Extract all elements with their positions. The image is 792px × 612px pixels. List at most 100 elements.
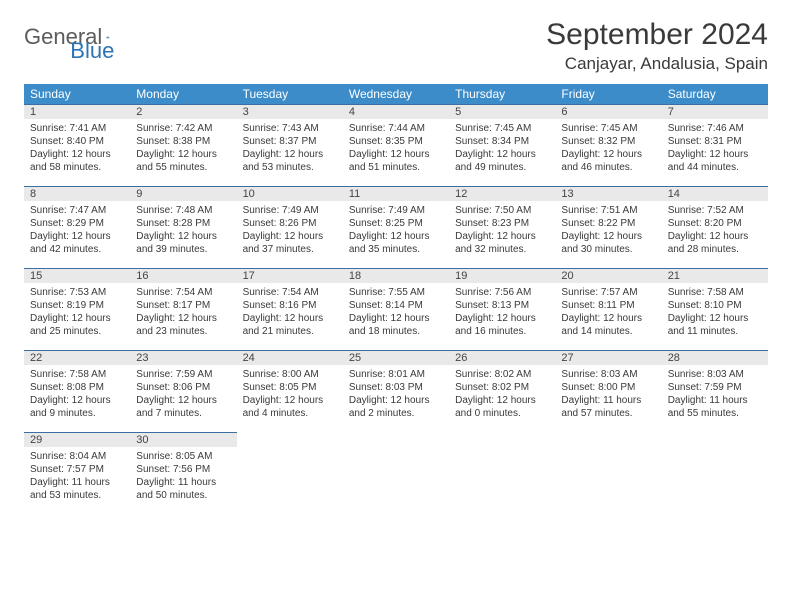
location-text: Canjayar, Andalusia, Spain <box>546 54 768 74</box>
day-number: 3 <box>237 105 343 119</box>
day-details: Sunrise: 7:49 AMSunset: 8:25 PMDaylight:… <box>343 201 449 260</box>
day-details: Sunrise: 8:00 AMSunset: 8:05 PMDaylight:… <box>237 365 343 424</box>
day-number: 7 <box>662 105 768 119</box>
day-number: 2 <box>130 105 236 119</box>
day-number: 24 <box>237 351 343 365</box>
weekday-header: Sunday <box>24 84 130 105</box>
day-details: Sunrise: 7:58 AMSunset: 8:08 PMDaylight:… <box>24 365 130 424</box>
calendar-table: SundayMondayTuesdayWednesdayThursdayFrid… <box>24 84 768 515</box>
calendar-cell <box>237 433 343 515</box>
day-details: Sunrise: 7:46 AMSunset: 8:31 PMDaylight:… <box>662 119 768 178</box>
calendar-cell: 6Sunrise: 7:45 AMSunset: 8:32 PMDaylight… <box>555 105 661 187</box>
calendar-cell: 19Sunrise: 7:56 AMSunset: 8:13 PMDayligh… <box>449 269 555 351</box>
calendar-cell: 11Sunrise: 7:49 AMSunset: 8:25 PMDayligh… <box>343 187 449 269</box>
calendar-cell: 24Sunrise: 8:00 AMSunset: 8:05 PMDayligh… <box>237 351 343 433</box>
calendar-cell <box>555 433 661 515</box>
day-details: Sunrise: 7:58 AMSunset: 8:10 PMDaylight:… <box>662 283 768 342</box>
calendar-cell: 27Sunrise: 8:03 AMSunset: 8:00 PMDayligh… <box>555 351 661 433</box>
day-details: Sunrise: 8:05 AMSunset: 7:56 PMDaylight:… <box>130 447 236 506</box>
day-number: 16 <box>130 269 236 283</box>
day-details: Sunrise: 7:43 AMSunset: 8:37 PMDaylight:… <box>237 119 343 178</box>
day-details: Sunrise: 7:57 AMSunset: 8:11 PMDaylight:… <box>555 283 661 342</box>
calendar-body: 1Sunrise: 7:41 AMSunset: 8:40 PMDaylight… <box>24 105 768 515</box>
calendar-cell: 1Sunrise: 7:41 AMSunset: 8:40 PMDaylight… <box>24 105 130 187</box>
day-number: 4 <box>343 105 449 119</box>
day-number: 29 <box>24 433 130 447</box>
day-details: Sunrise: 7:47 AMSunset: 8:29 PMDaylight:… <box>24 201 130 260</box>
calendar-cell: 18Sunrise: 7:55 AMSunset: 8:14 PMDayligh… <box>343 269 449 351</box>
day-number: 20 <box>555 269 661 283</box>
day-details: Sunrise: 8:03 AMSunset: 8:00 PMDaylight:… <box>555 365 661 424</box>
day-details: Sunrise: 7:52 AMSunset: 8:20 PMDaylight:… <box>662 201 768 260</box>
day-details: Sunrise: 7:45 AMSunset: 8:32 PMDaylight:… <box>555 119 661 178</box>
day-number: 14 <box>662 187 768 201</box>
day-number: 23 <box>130 351 236 365</box>
day-details: Sunrise: 7:51 AMSunset: 8:22 PMDaylight:… <box>555 201 661 260</box>
calendar-head: SundayMondayTuesdayWednesdayThursdayFrid… <box>24 84 768 105</box>
day-details: Sunrise: 7:45 AMSunset: 8:34 PMDaylight:… <box>449 119 555 178</box>
calendar-row: 1Sunrise: 7:41 AMSunset: 8:40 PMDaylight… <box>24 105 768 187</box>
calendar-cell: 28Sunrise: 8:03 AMSunset: 7:59 PMDayligh… <box>662 351 768 433</box>
weekday-header: Friday <box>555 84 661 105</box>
weekday-header: Tuesday <box>237 84 343 105</box>
day-number: 5 <box>449 105 555 119</box>
day-number: 10 <box>237 187 343 201</box>
header: General Blue September 2024 Canjayar, An… <box>24 18 768 74</box>
calendar-cell: 13Sunrise: 7:51 AMSunset: 8:22 PMDayligh… <box>555 187 661 269</box>
calendar-cell: 8Sunrise: 7:47 AMSunset: 8:29 PMDaylight… <box>24 187 130 269</box>
day-details: Sunrise: 7:54 AMSunset: 8:17 PMDaylight:… <box>130 283 236 342</box>
day-details: Sunrise: 7:53 AMSunset: 8:19 PMDaylight:… <box>24 283 130 342</box>
calendar-cell: 25Sunrise: 8:01 AMSunset: 8:03 PMDayligh… <box>343 351 449 433</box>
day-details: Sunrise: 7:59 AMSunset: 8:06 PMDaylight:… <box>130 365 236 424</box>
day-number: 30 <box>130 433 236 447</box>
calendar-cell: 2Sunrise: 7:42 AMSunset: 8:38 PMDaylight… <box>130 105 236 187</box>
day-number: 6 <box>555 105 661 119</box>
calendar-cell: 20Sunrise: 7:57 AMSunset: 8:11 PMDayligh… <box>555 269 661 351</box>
day-details: Sunrise: 8:01 AMSunset: 8:03 PMDaylight:… <box>343 365 449 424</box>
day-details: Sunrise: 7:44 AMSunset: 8:35 PMDaylight:… <box>343 119 449 178</box>
calendar-cell: 30Sunrise: 8:05 AMSunset: 7:56 PMDayligh… <box>130 433 236 515</box>
day-details: Sunrise: 7:55 AMSunset: 8:14 PMDaylight:… <box>343 283 449 342</box>
calendar-cell: 12Sunrise: 7:50 AMSunset: 8:23 PMDayligh… <box>449 187 555 269</box>
calendar-cell: 7Sunrise: 7:46 AMSunset: 8:31 PMDaylight… <box>662 105 768 187</box>
calendar-row: 8Sunrise: 7:47 AMSunset: 8:29 PMDaylight… <box>24 187 768 269</box>
day-number: 11 <box>343 187 449 201</box>
calendar-cell: 16Sunrise: 7:54 AMSunset: 8:17 PMDayligh… <box>130 269 236 351</box>
day-number: 28 <box>662 351 768 365</box>
logo: General Blue <box>24 24 178 50</box>
day-number: 13 <box>555 187 661 201</box>
calendar-cell: 4Sunrise: 7:44 AMSunset: 8:35 PMDaylight… <box>343 105 449 187</box>
weekday-header: Thursday <box>449 84 555 105</box>
day-details: Sunrise: 7:48 AMSunset: 8:28 PMDaylight:… <box>130 201 236 260</box>
day-details: Sunrise: 7:42 AMSunset: 8:38 PMDaylight:… <box>130 119 236 178</box>
day-number: 26 <box>449 351 555 365</box>
calendar-row: 29Sunrise: 8:04 AMSunset: 7:57 PMDayligh… <box>24 433 768 515</box>
day-details: Sunrise: 7:50 AMSunset: 8:23 PMDaylight:… <box>449 201 555 260</box>
calendar-cell: 23Sunrise: 7:59 AMSunset: 8:06 PMDayligh… <box>130 351 236 433</box>
title-block: September 2024 Canjayar, Andalusia, Spai… <box>546 18 768 74</box>
day-number: 18 <box>343 269 449 283</box>
day-number: 8 <box>24 187 130 201</box>
calendar-cell: 3Sunrise: 7:43 AMSunset: 8:37 PMDaylight… <box>237 105 343 187</box>
day-number: 27 <box>555 351 661 365</box>
calendar-cell <box>343 433 449 515</box>
day-details: Sunrise: 7:56 AMSunset: 8:13 PMDaylight:… <box>449 283 555 342</box>
weekday-header: Monday <box>130 84 236 105</box>
day-number: 22 <box>24 351 130 365</box>
day-details: Sunrise: 7:49 AMSunset: 8:26 PMDaylight:… <box>237 201 343 260</box>
day-number: 19 <box>449 269 555 283</box>
weekday-header: Saturday <box>662 84 768 105</box>
calendar-row: 22Sunrise: 7:58 AMSunset: 8:08 PMDayligh… <box>24 351 768 433</box>
calendar-cell: 29Sunrise: 8:04 AMSunset: 7:57 PMDayligh… <box>24 433 130 515</box>
day-number: 17 <box>237 269 343 283</box>
page-title: September 2024 <box>546 18 768 52</box>
day-number: 15 <box>24 269 130 283</box>
day-number: 25 <box>343 351 449 365</box>
calendar-cell: 17Sunrise: 7:54 AMSunset: 8:16 PMDayligh… <box>237 269 343 351</box>
day-number: 12 <box>449 187 555 201</box>
calendar-cell: 5Sunrise: 7:45 AMSunset: 8:34 PMDaylight… <box>449 105 555 187</box>
calendar-cell <box>449 433 555 515</box>
logo-text-blue: Blue <box>70 38 114 64</box>
calendar-row: 15Sunrise: 7:53 AMSunset: 8:19 PMDayligh… <box>24 269 768 351</box>
weekday-header: Wednesday <box>343 84 449 105</box>
